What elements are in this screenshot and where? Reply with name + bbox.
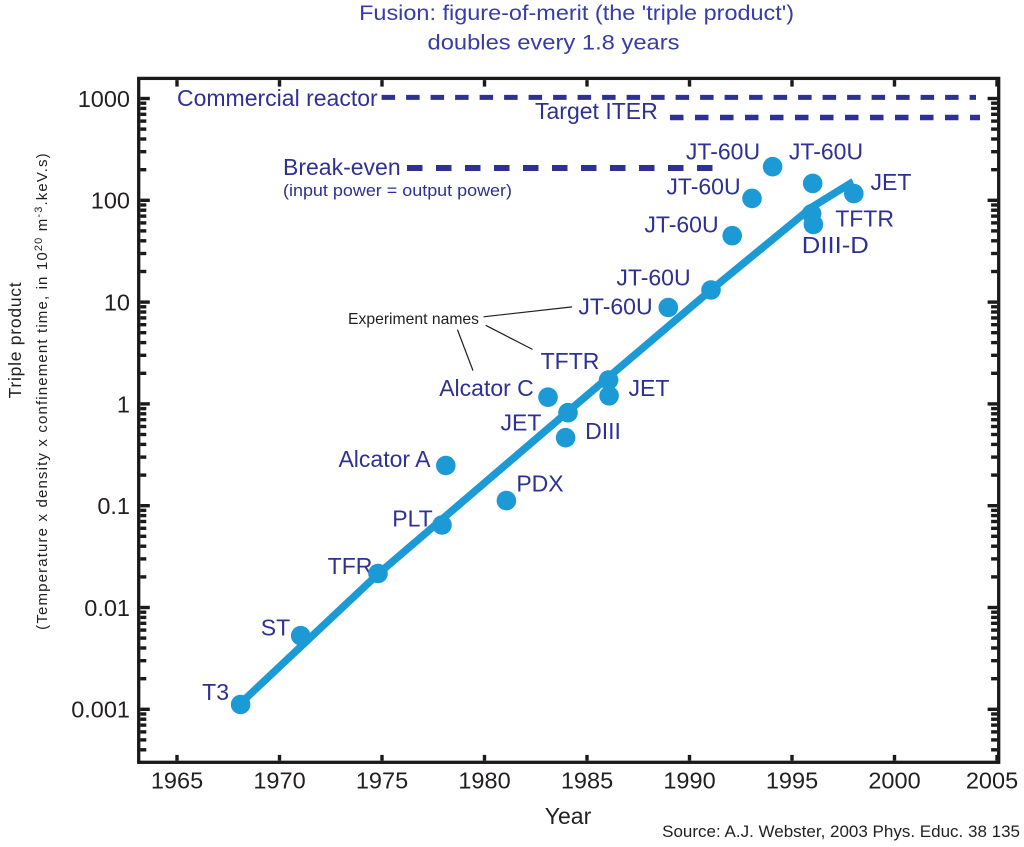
svg-text:DIII-D: DIII-D bbox=[802, 232, 869, 258]
svg-text:Alcator C: Alcator C bbox=[439, 375, 534, 401]
svg-text:100: 100 bbox=[91, 188, 130, 214]
svg-text:ST: ST bbox=[261, 615, 290, 641]
svg-text:1970: 1970 bbox=[253, 768, 305, 794]
svg-text:JT-60U: JT-60U bbox=[666, 174, 740, 200]
svg-text:Experiment names: Experiment names bbox=[348, 311, 479, 328]
svg-text:0.001: 0.001 bbox=[71, 697, 130, 723]
svg-text:10: 10 bbox=[104, 290, 130, 316]
svg-text:1990: 1990 bbox=[663, 768, 715, 794]
svg-text:JT-60U: JT-60U bbox=[686, 139, 760, 165]
svg-text:Triple product: Triple product bbox=[5, 282, 25, 399]
svg-text:0.01: 0.01 bbox=[84, 595, 130, 621]
svg-text:JT-60U: JT-60U bbox=[644, 212, 718, 238]
svg-text:Year: Year bbox=[545, 803, 592, 829]
svg-text:doubles every 1.8 years: doubles every 1.8 years bbox=[428, 31, 680, 54]
svg-text:JT-60U: JT-60U bbox=[578, 294, 652, 320]
svg-text:DIII: DIII bbox=[585, 418, 621, 444]
svg-text:(Temperature x density x confi: (Temperature x density x confinement tim… bbox=[33, 152, 51, 630]
svg-text:1980: 1980 bbox=[458, 768, 510, 794]
svg-text:JT-60U: JT-60U bbox=[789, 139, 863, 165]
svg-text:TFTR: TFTR bbox=[541, 348, 600, 374]
svg-text:1995: 1995 bbox=[766, 768, 818, 794]
svg-text:2000: 2000 bbox=[868, 768, 920, 794]
svg-text:1985: 1985 bbox=[561, 768, 613, 794]
svg-text:1000: 1000 bbox=[78, 86, 130, 112]
svg-text:TFR: TFR bbox=[328, 553, 373, 579]
svg-text:Commercial reactor: Commercial reactor bbox=[177, 85, 378, 111]
svg-text:JET: JET bbox=[501, 410, 542, 436]
svg-text:Fusion: figure-of-merit (the ': Fusion: figure-of-merit (the 'triple pro… bbox=[359, 2, 794, 25]
svg-text:TFTR: TFTR bbox=[835, 206, 894, 232]
svg-text:(input power = output power): (input power = output power) bbox=[283, 182, 512, 200]
svg-text:0.1: 0.1 bbox=[97, 493, 130, 519]
svg-text:PDX: PDX bbox=[516, 471, 563, 497]
svg-text:T3: T3 bbox=[202, 679, 229, 705]
svg-text:2005: 2005 bbox=[966, 768, 1018, 794]
svg-text:1975: 1975 bbox=[356, 768, 408, 794]
svg-text:1965: 1965 bbox=[151, 768, 203, 794]
svg-text:Target ITER: Target ITER bbox=[535, 98, 658, 124]
svg-text:PLT: PLT bbox=[392, 506, 432, 532]
svg-text:1: 1 bbox=[117, 391, 130, 417]
svg-text:JET: JET bbox=[871, 169, 912, 195]
svg-text:JET: JET bbox=[629, 375, 670, 401]
svg-text:Source: A.J. Webster, 2003 Phy: Source: A.J. Webster, 2003 Phys. Educ. 3… bbox=[662, 822, 1020, 841]
svg-text:JT-60U: JT-60U bbox=[616, 265, 690, 291]
svg-text:Alcator A: Alcator A bbox=[338, 446, 431, 472]
svg-text:Break-even: Break-even bbox=[283, 154, 401, 180]
